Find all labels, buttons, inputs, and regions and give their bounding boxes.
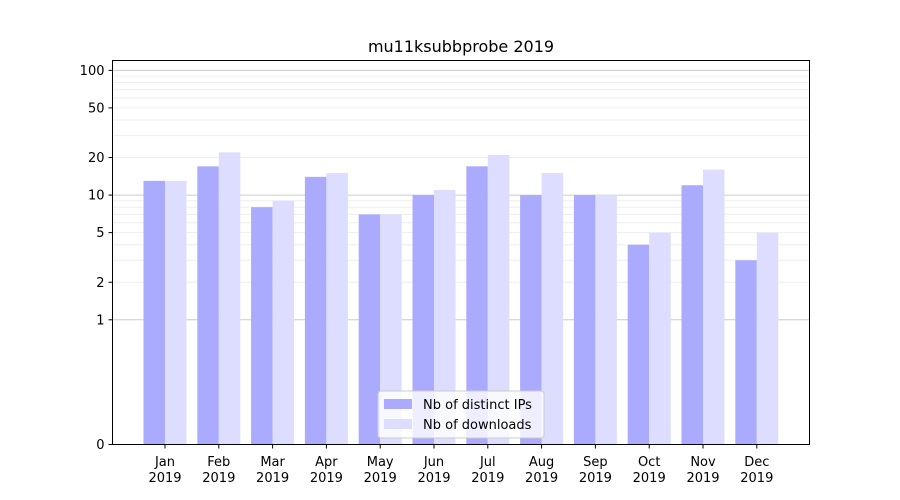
legend-label: Nb of distinct IPs (423, 398, 532, 413)
x-tick-label-year: 2019 (471, 471, 504, 486)
bar-ips-8 (573, 195, 596, 445)
bar-downloads-2 (272, 200, 295, 445)
x-tick-label-month: Sep (583, 455, 608, 470)
bar-ips-7 (520, 195, 542, 445)
y-tick-label: 1 (96, 313, 104, 328)
x-tick-label-month: Dec (744, 455, 769, 470)
bar-ips-5 (412, 195, 434, 445)
y-tick-label: 10 (88, 189, 105, 204)
bar-ips-1 (197, 166, 219, 445)
x-tick-label-year: 2019 (417, 471, 450, 486)
x-tick-label-month: Jun (423, 455, 444, 470)
x-tick-label-month: May (367, 455, 394, 470)
bar-ips-2 (251, 207, 273, 445)
bar-downloads-1 (218, 152, 241, 445)
bar-ips-9 (627, 244, 650, 445)
x-tick-label-month: Apr (315, 455, 338, 470)
bar-downloads-6 (487, 154, 510, 445)
y-tick-label: 5 (96, 226, 104, 241)
bar-downloads-10 (703, 169, 725, 445)
bars (143, 152, 779, 445)
y-tick-label: 0 (96, 438, 104, 453)
x-tick-label-year: 2019 (633, 471, 666, 486)
x-tick-label-month: Jul (479, 455, 496, 470)
bar-downloads-9 (649, 232, 671, 445)
x-tick-label-month: Oct (638, 455, 660, 470)
x-tick-label-month: Nov (690, 455, 716, 470)
y-tick-label: 20 (88, 151, 105, 166)
x-tick-label-year: 2019 (148, 471, 181, 486)
x-tick-label-year: 2019 (202, 471, 235, 486)
x-tick-label-year: 2019 (740, 471, 773, 486)
chart-title: mu11ksubbprobe 2019 (368, 37, 554, 56)
y-tick-label: 100 (80, 64, 105, 79)
bar-ips-10 (681, 185, 703, 445)
bar-downloads-4 (380, 214, 402, 445)
x-tick-label-year: 2019 (256, 471, 289, 486)
y-tick-label: 2 (96, 276, 104, 291)
bar-downloads-0 (165, 180, 187, 445)
x-tick-label-month: Mar (260, 455, 285, 470)
bar-downloads-11 (756, 232, 779, 445)
x-tick-label-month: Aug (529, 455, 554, 470)
x-tick-label-year: 2019 (310, 471, 343, 486)
bar-ips-3 (304, 176, 327, 445)
legend: Nb of distinct IPs Nb of downloads (377, 390, 545, 439)
legend-label: Nb of downloads (423, 418, 532, 433)
x-tick-label-year: 2019 (579, 471, 612, 486)
x-tick-label-month: Feb (207, 455, 230, 470)
x-tick-label-year: 2019 (525, 471, 558, 486)
bar-ips-11 (735, 260, 757, 445)
bar-ips-0 (143, 180, 165, 445)
legend-swatch (384, 419, 412, 429)
legend-box (377, 390, 545, 439)
bar-ips-6 (466, 166, 488, 445)
y-tick-label: 50 (88, 101, 105, 116)
bar-ips-4 (358, 214, 381, 445)
bar-downloads-8 (595, 195, 617, 445)
plot-frame (112, 60, 810, 445)
x-tick-label-month: Jan (154, 455, 175, 470)
bar-downloads-3 (326, 173, 348, 445)
bar-downloads-5 (434, 189, 456, 445)
legend-swatch (384, 399, 412, 409)
x-tick-label-year: 2019 (364, 471, 397, 486)
bar-downloads-7 (541, 173, 564, 445)
x-tick-label-year: 2019 (686, 471, 719, 486)
y-axis: 0 1 2 5 10 20 50 100 (80, 64, 113, 453)
x-axis: Jan2019Feb2019Mar2019Apr2019May2019Jun20… (148, 444, 773, 486)
